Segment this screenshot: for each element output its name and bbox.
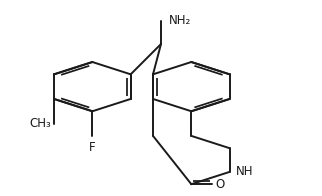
Text: CH₃: CH₃ bbox=[29, 117, 51, 130]
Text: NH: NH bbox=[236, 165, 253, 178]
Text: O: O bbox=[215, 178, 224, 191]
Text: F: F bbox=[89, 141, 96, 154]
Text: NH₂: NH₂ bbox=[169, 14, 191, 27]
